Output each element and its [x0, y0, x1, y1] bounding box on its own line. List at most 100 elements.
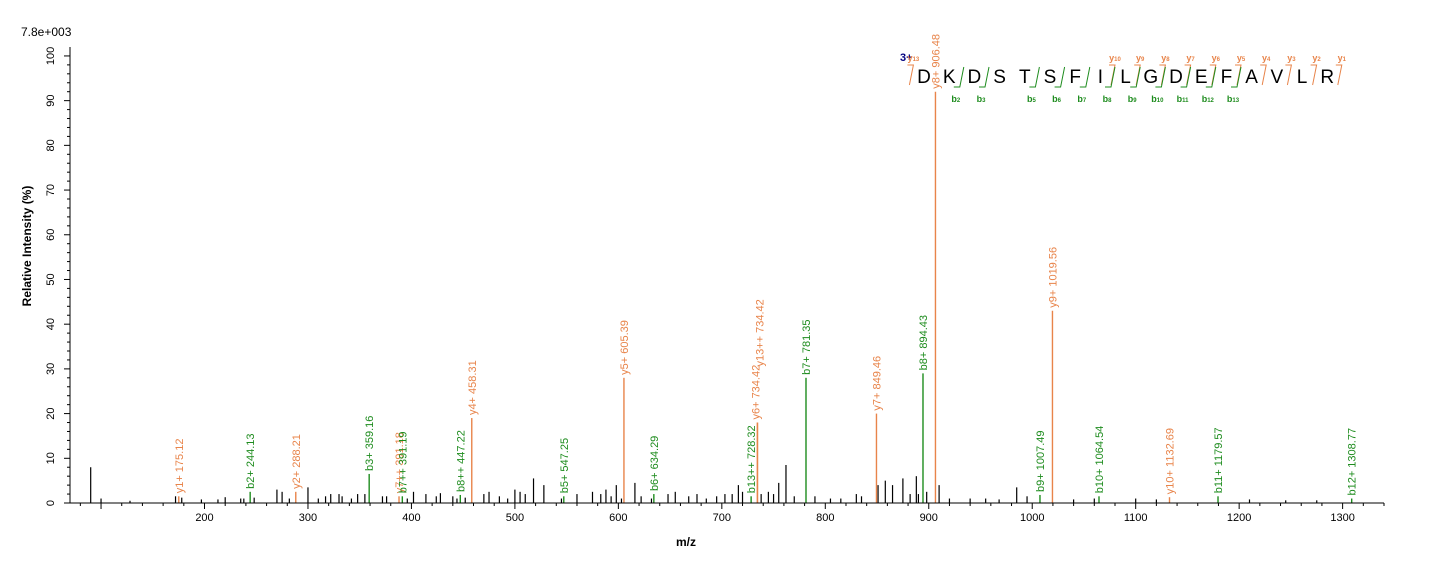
peak-label: b8++ 447.22: [455, 430, 467, 492]
y-fragment-label: y6: [1212, 53, 1221, 63]
charge-state: 3+: [900, 52, 913, 64]
peak-label: y6+ 734.42: [750, 365, 762, 420]
b-fragment-label: b13: [1227, 94, 1240, 104]
peak-label: b12+ 1308.77: [1347, 428, 1359, 496]
y-tick-label: 80: [45, 139, 57, 151]
sequence-residue: E: [1195, 67, 1208, 88]
peak-label: y4+ 458.31: [467, 360, 479, 415]
b-fragment-label: b7: [1077, 94, 1087, 104]
y-fragment-label: y7: [1186, 53, 1195, 63]
y-fragment-label: y3: [1287, 53, 1296, 63]
x-tick-label: 1000: [1020, 512, 1044, 524]
y-tick-label: 70: [45, 184, 57, 196]
x-tick-label: 1300: [1330, 512, 1354, 524]
y-fragment-label: y1: [1338, 53, 1347, 63]
x-tick-label: 600: [609, 512, 627, 524]
sequence-residue: R: [1320, 67, 1334, 88]
y-fragment-label: y5: [1237, 53, 1246, 63]
b-fragment-label: b10: [1151, 94, 1164, 104]
y-cleavage-mark: [907, 64, 915, 86]
peak-label: b8+ 894.43: [918, 315, 930, 370]
sequence-residue: F: [1069, 67, 1081, 88]
b-fragment-label: b6: [1052, 94, 1062, 104]
sequence-residue: K: [943, 67, 956, 88]
b-cleavage-mark: [1105, 66, 1116, 88]
peak-label: y1+ 175.12: [174, 439, 186, 494]
x-tick-label: 400: [402, 512, 420, 524]
peak-label: y7+ 849.46: [871, 356, 883, 411]
b-cleavage-mark: [1029, 66, 1040, 88]
peak-label: b6+ 634.29: [649, 436, 661, 491]
sequence-residue: V: [1270, 67, 1283, 88]
sequence-residue: D: [968, 67, 982, 88]
y-fragment-label: y9: [1136, 53, 1145, 63]
b-cleavage-mark: [1054, 66, 1066, 88]
x-tick-label: 800: [816, 512, 834, 524]
b-cleavage-mark: [1079, 66, 1091, 88]
y-fragment-label: y13: [908, 53, 920, 63]
b-cleavage-mark: [1130, 66, 1141, 88]
x-tick-label: 200: [195, 512, 213, 524]
b-fragment-label: b12: [1202, 94, 1215, 104]
x-tick-label: 700: [713, 512, 731, 524]
sequence-residue: L: [1297, 67, 1308, 88]
y-tick-label: 0: [45, 500, 57, 506]
y-tick-label: 90: [45, 95, 57, 107]
y-tick-label: 40: [45, 318, 57, 330]
b-fragment-label: b5: [1027, 94, 1037, 104]
y-fragment-label: y10: [1109, 53, 1121, 63]
b-cleavage-mark: [1180, 66, 1192, 88]
peak-label: y7++ 391.18: [394, 432, 406, 493]
sequence-residue: S: [993, 67, 1006, 88]
axes: 0 10 20 30 40 50 60 70 80 90 100 200 300 400 500 600 700…: [45, 47, 1385, 524]
b-fragment-label: b2: [951, 94, 961, 104]
peak-label: y9+ 1019.56: [1047, 247, 1059, 308]
x-tick-label: 1100: [1124, 512, 1148, 524]
b-fragment-label: b9: [1128, 94, 1138, 104]
peak-label: y2+ 288.21: [291, 434, 303, 489]
y-fragment-label: y2: [1312, 53, 1321, 63]
sequence-residue: G: [1143, 67, 1158, 88]
peak-label: b2+ 244.13: [245, 433, 257, 488]
b-cleavage-mark: [979, 66, 990, 88]
ymax-label: 7.8e+003: [21, 25, 72, 39]
x-tick-label: 500: [506, 512, 524, 524]
b-fragment-label: b8: [1103, 94, 1113, 104]
sequence-residue: S: [1044, 67, 1057, 88]
b-cleavage-mark: [1231, 66, 1242, 88]
b-cleavage-mark: [953, 66, 965, 88]
x-tick-label: 900: [920, 512, 938, 524]
x-tick-label: 300: [299, 512, 317, 524]
peak-label: b7++ 391.19: [397, 431, 409, 493]
y-fragment-label: y8: [1161, 53, 1170, 63]
y-tick-label: 30: [45, 363, 57, 375]
x-tick-label: 1200: [1227, 512, 1251, 524]
peak-label: b3+ 359.16: [364, 416, 376, 471]
y-cleavage-mark: [1310, 64, 1318, 86]
peak-label: b13++ 728.32: [746, 425, 758, 493]
sequence-residue: F: [1221, 67, 1233, 88]
y-axis-title: Relative Intensity (%): [20, 186, 34, 307]
y-tick-label: 60: [45, 229, 57, 241]
b-fragment-label: b11: [1177, 94, 1190, 104]
peak-label: y10+ 1132.69: [1165, 428, 1177, 494]
y-cleavage-mark: [1260, 64, 1267, 86]
peak-label: y8+ 906.48: [930, 34, 942, 89]
peak-label: y5+ 605.39: [619, 320, 631, 375]
y-tick-label: 50: [45, 273, 57, 285]
sequence-residue: L: [1120, 67, 1131, 88]
sequence-residue: A: [1245, 67, 1258, 88]
y-cleavage-mark: [1285, 64, 1293, 86]
peak-label: b10+ 1064.54: [1094, 426, 1106, 494]
noise-peaks: [90, 465, 1318, 503]
sequence-residue: I: [1098, 67, 1103, 88]
peak-label: y13++ 734.42: [754, 299, 766, 366]
peak-label: b11+ 1179.57: [1213, 427, 1225, 493]
x-axis-title: m/z: [676, 535, 696, 549]
b-cleavage-mark: [1205, 66, 1217, 88]
y-cleavage-mark: [1335, 64, 1343, 86]
sequence-residue: D: [917, 67, 931, 88]
sequence-residue: D: [1169, 67, 1183, 88]
